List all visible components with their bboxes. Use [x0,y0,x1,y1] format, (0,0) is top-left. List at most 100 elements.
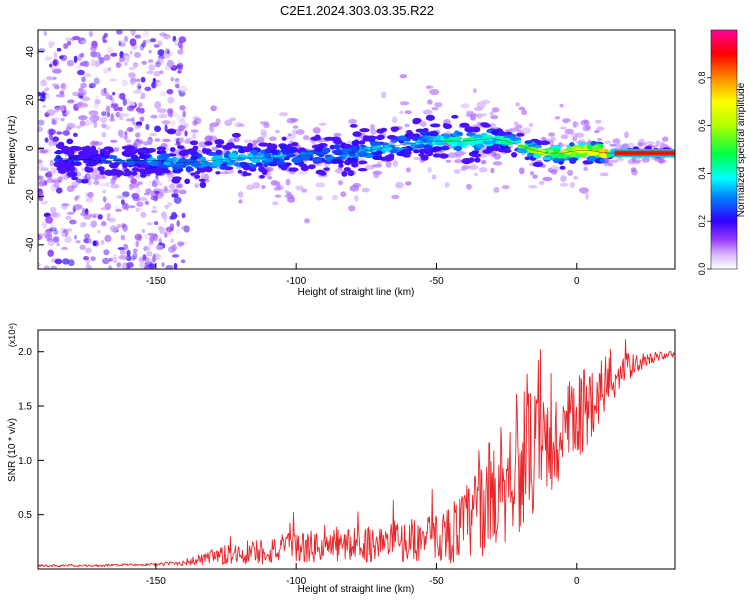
noise-blob [173,262,178,269]
ridge-blob [464,126,475,133]
halo-blob [551,168,558,175]
halo-blob [434,102,443,108]
noise-blob [80,82,87,89]
noise-blob [105,105,111,113]
ridge-blob [69,165,76,172]
noise-blob [93,120,98,129]
ridge-blob [402,154,411,158]
halo-blob [151,209,158,214]
y-tick-label: 2.0 [18,347,32,358]
halo-blob [184,139,191,144]
ridge-blob [80,179,89,184]
noise-blob [161,262,165,267]
noise-blob [111,103,119,107]
spectrogram-heatmap [38,30,675,269]
halo-blob [178,189,187,195]
halo-blob [220,171,229,175]
ridge-blob [281,148,289,155]
ridge-blob [73,161,82,167]
halo-blob [532,174,538,179]
halo-blob [662,136,669,142]
spectrogram-panel: -150 -100 -50 0 -40 -20 0 20 40 Height of strai… [7,29,676,298]
noise-blob [120,234,126,241]
ridge-blob [163,160,171,166]
halo-blob [125,139,132,144]
ridge-blob [343,143,352,149]
noise-blob [132,62,139,68]
noise-blob [84,233,91,239]
halo-blob [233,136,240,143]
ridge-blob [543,156,552,161]
ridge-blob [140,164,150,169]
noise-blob [132,252,138,260]
y-tick-label: 1.5 [18,402,32,413]
ridge-blob [72,146,83,152]
spectrogram-x-ticks: -150 -100 -50 0 [146,263,580,287]
ridge-blob [465,141,472,146]
ridge-blob [288,167,299,172]
noise-blob [119,92,126,100]
halo-blob [176,185,183,189]
ridge-blob [451,114,459,119]
halo-blob [75,240,81,244]
noise-blob [72,35,81,41]
noise-blob [159,32,167,37]
halo-blob [614,142,622,148]
halo-blob [304,218,310,224]
noise-blob [129,38,137,47]
ridge-blob [382,145,392,152]
ridge-blob [466,132,476,137]
noise-blob [140,92,146,100]
noise-blob [113,253,117,260]
ridge-blob [97,166,105,172]
halo-blob [657,159,667,164]
ridge-blob [228,152,238,159]
ridge-blob [99,170,106,175]
ridge-blob [87,158,93,166]
ridge-blob [222,144,233,151]
halo-blob [278,112,289,117]
ridge-blob [412,120,421,125]
noise-blob [74,235,77,240]
noise-blob [86,258,90,266]
ridge-blob [539,140,551,145]
noise-blob [172,112,180,118]
ridge-blob [166,158,176,162]
halo-blob [473,172,478,177]
ridge-blob [569,152,577,157]
halo-blob [190,129,199,133]
halo-blob [596,126,605,131]
ridge-blob [233,162,240,167]
halo-blob [583,166,588,171]
halo-blob [521,109,528,116]
noise-blob [38,262,41,268]
noise-blob [177,70,182,74]
halo-blob [381,91,387,99]
ridge-blob [185,166,192,173]
noise-blob [116,262,122,268]
noise-blob [144,200,149,205]
noise-blob [59,90,65,96]
ridge-blob [558,153,565,159]
ridge-blob [564,147,574,153]
halo-blob [303,135,310,141]
snr-panel: -150 -100 -50 0 0.5 1.0 1.5 2.0 Height of stra… [7,323,676,595]
halo-blob [569,181,576,189]
noise-blob [99,57,105,64]
halo-blob [42,232,47,238]
noise-blob [52,58,60,67]
ridge-blob [516,148,527,154]
noise-blob [156,244,163,251]
halo-blob [237,123,245,127]
halo-blob [90,140,96,147]
noise-blob [117,129,124,137]
halo-blob [107,217,116,223]
noise-blob [184,130,188,137]
noise-blob [54,258,63,265]
halo-blob [594,129,600,134]
ridge-blob [276,160,285,166]
ridge-blob [259,175,265,179]
halo-blob [78,115,88,121]
noise-blob [102,39,108,43]
halo-blob [51,68,62,74]
